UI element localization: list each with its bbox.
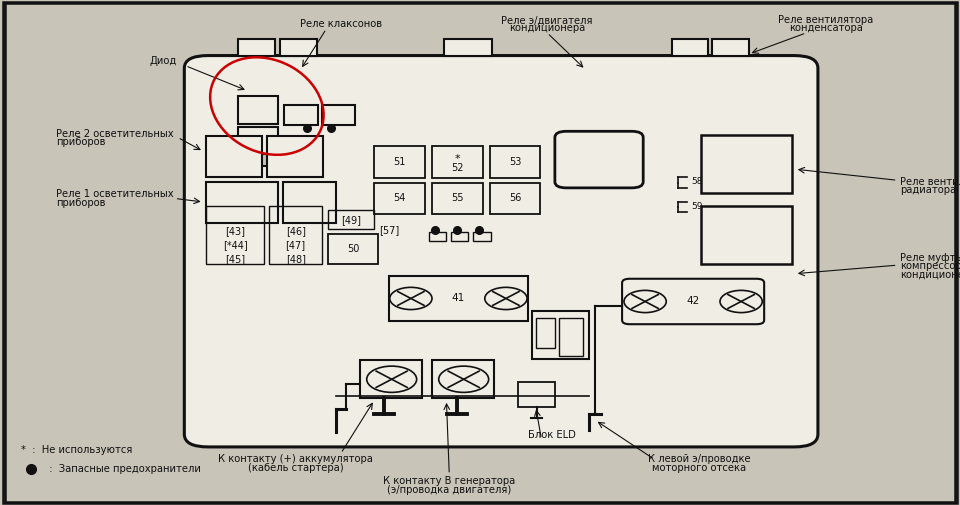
Bar xyxy=(532,311,589,359)
Bar xyxy=(559,318,583,356)
Bar xyxy=(672,39,708,56)
Bar xyxy=(328,234,378,264)
Bar xyxy=(444,39,492,56)
FancyBboxPatch shape xyxy=(184,56,818,447)
Text: приборов: приборов xyxy=(56,198,106,208)
Text: Реле муфты: Реле муфты xyxy=(900,252,960,263)
Text: 52: 52 xyxy=(451,163,464,173)
Text: 51: 51 xyxy=(394,157,406,167)
Text: :  Запасные предохранители: : Запасные предохранители xyxy=(43,464,201,474)
Bar xyxy=(432,146,483,178)
Text: 41: 41 xyxy=(451,293,465,304)
Circle shape xyxy=(390,287,432,310)
Text: (кабель стартера): (кабель стартера) xyxy=(248,463,344,473)
Text: 42: 42 xyxy=(686,296,700,307)
Bar xyxy=(250,154,278,166)
Text: 58: 58 xyxy=(691,177,703,186)
Text: К левой э/проводке: К левой э/проводке xyxy=(648,453,750,464)
Text: моторного отсека: моторного отсека xyxy=(652,463,746,473)
Bar xyxy=(536,318,555,348)
Text: К контакту В генератора: К контакту В генератора xyxy=(383,476,516,486)
Text: 55: 55 xyxy=(451,193,464,204)
Circle shape xyxy=(485,287,527,310)
Bar xyxy=(322,105,355,125)
Text: [46]: [46] xyxy=(286,226,305,236)
Circle shape xyxy=(720,290,762,313)
Text: [45]: [45] xyxy=(226,254,245,264)
Text: Реле клаксонов: Реле клаксонов xyxy=(300,19,382,29)
Bar xyxy=(473,232,491,241)
Text: [48]: [48] xyxy=(286,254,305,264)
Circle shape xyxy=(439,366,489,392)
Text: *  :  Не используются: * : Не используются xyxy=(21,445,132,456)
Text: кондиционера: кондиционера xyxy=(509,23,586,33)
Text: кондиционера: кондиционера xyxy=(900,270,960,280)
Text: компрессора: компрессора xyxy=(900,261,960,271)
Circle shape xyxy=(624,290,666,313)
Bar xyxy=(432,183,483,214)
Text: 56: 56 xyxy=(509,193,521,204)
Text: [49]: [49] xyxy=(342,215,361,225)
Text: приборов: приборов xyxy=(56,137,106,147)
Text: К контакту (+) аккумулятора: К контакту (+) аккумулятора xyxy=(218,453,373,464)
Bar xyxy=(238,39,275,56)
Bar xyxy=(267,136,323,177)
Text: Реле вентилятора: Реле вентилятора xyxy=(778,15,874,25)
Bar xyxy=(280,39,317,56)
Bar xyxy=(429,232,446,241)
Bar xyxy=(206,182,278,223)
Bar xyxy=(206,206,264,264)
Bar xyxy=(374,146,425,178)
Text: [*44]: [*44] xyxy=(223,240,248,250)
Text: Реле вентилятора: Реле вентилятора xyxy=(900,177,960,187)
Bar xyxy=(206,136,262,177)
Bar xyxy=(238,127,278,157)
Text: Диод: Диод xyxy=(150,56,177,66)
Text: 59: 59 xyxy=(691,201,703,211)
Bar xyxy=(432,360,494,398)
FancyBboxPatch shape xyxy=(555,131,643,188)
Bar xyxy=(374,183,425,214)
Text: *: * xyxy=(455,154,460,164)
Text: [43]: [43] xyxy=(226,226,245,236)
Bar xyxy=(701,135,792,193)
Text: 50: 50 xyxy=(348,244,359,254)
Bar xyxy=(490,146,540,178)
Text: (э/проводка двигателя): (э/проводка двигателя) xyxy=(387,485,512,495)
Text: радиатора: радиатора xyxy=(900,185,956,195)
Bar xyxy=(701,206,792,264)
Text: Реле 2 осветительных: Реле 2 осветительных xyxy=(56,129,174,139)
Text: [47]: [47] xyxy=(286,240,305,250)
Text: [57]: [57] xyxy=(378,225,399,235)
Bar xyxy=(283,182,336,223)
Circle shape xyxy=(367,366,417,392)
Text: Реле 1 осветительных: Реле 1 осветительных xyxy=(56,189,174,199)
Bar xyxy=(269,206,322,264)
Bar xyxy=(490,183,540,214)
Text: Реле э/двигателя: Реле э/двигателя xyxy=(501,15,593,25)
Bar xyxy=(389,276,528,321)
Bar xyxy=(451,232,468,241)
Text: 54: 54 xyxy=(394,193,406,204)
Bar xyxy=(328,210,374,229)
Text: Блок ELD: Блок ELD xyxy=(528,430,576,440)
Text: 53: 53 xyxy=(509,157,521,167)
Bar xyxy=(518,382,555,407)
FancyBboxPatch shape xyxy=(622,279,764,324)
Text: конденсатора: конденсатора xyxy=(789,23,862,33)
Bar xyxy=(238,96,278,124)
Bar xyxy=(284,105,318,125)
Bar xyxy=(712,39,749,56)
Bar xyxy=(360,360,422,398)
